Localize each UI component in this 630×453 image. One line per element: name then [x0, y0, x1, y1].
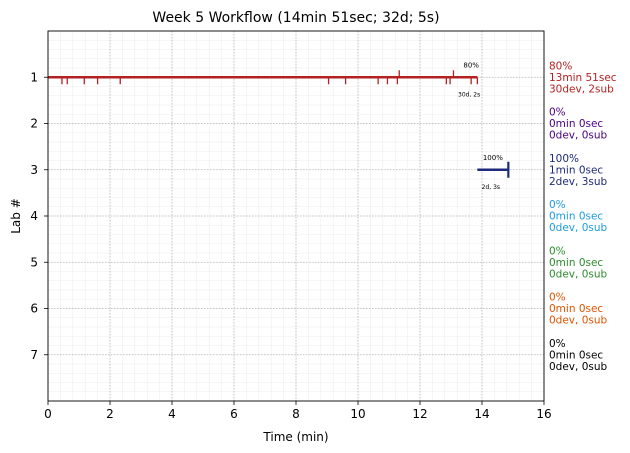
y-axis: 1 2 3 4 5 6 7: [30, 70, 48, 362]
x-tick-label: 2: [106, 407, 114, 421]
lab-2-summary-line: 0dev, 0sub: [549, 130, 608, 142]
lab-4-summary-line: 0%: [549, 199, 566, 211]
lab-3-summary-line: 100%: [549, 153, 579, 165]
y-tick-label: 5: [30, 255, 38, 269]
x-tick-label: 12: [412, 407, 427, 421]
lab-7-summary-line: 0%: [549, 338, 566, 350]
lab-4-summary-line: 0min 0sec: [549, 211, 603, 223]
x-tick-label: 14: [474, 407, 489, 421]
y-axis-label: Lab #: [9, 198, 23, 234]
lab-4-summary-line: 0dev, 0sub: [549, 222, 608, 234]
lab-6-summary-line: 0%: [549, 292, 566, 304]
lab-1-summary-line: 30dev, 2sub: [549, 83, 614, 95]
y-tick-label: 4: [30, 209, 38, 223]
x-tick-label: 8: [292, 407, 300, 421]
y-tick-label: 7: [30, 348, 38, 362]
chart-title: Week 5 Workflow (14min 51sec; 32d; 5s): [152, 10, 439, 26]
lab-2-summary-line: 0%: [549, 107, 566, 119]
x-axis-label: Time (min): [262, 430, 328, 444]
lab-7-summary-line: 0dev, 0sub: [549, 361, 608, 373]
lab-1-summary-line: 13min 51sec: [549, 72, 617, 84]
lab-3-summary-line: 1min 0sec: [549, 164, 603, 176]
y-tick-label: 1: [30, 70, 38, 84]
y-tick-label: 3: [30, 163, 38, 177]
y-tick-label: 6: [30, 302, 38, 316]
x-tick-label: 0: [44, 407, 52, 421]
lab-3-percent-annotation: 100%: [483, 154, 503, 162]
lab-5-summary-line: 0%: [549, 245, 566, 257]
lab-3-count-annotation: 2d, 3s: [482, 184, 500, 191]
x-axis: 0 2 4 6 8 10 12 14 16: [44, 401, 552, 421]
lab-5-summary-line: 0min 0sec: [549, 257, 603, 269]
lab-marks: 80% 30d, 2s 100% 2d, 3s: [48, 61, 510, 191]
lab-1-percent-annotation: 80%: [463, 61, 479, 69]
lab-3-summary-line: 2dev, 3sub: [549, 176, 608, 188]
x-tick-label: 16: [536, 407, 551, 421]
x-tick-label: 10: [350, 407, 365, 421]
lab-2-summary-line: 0min 0sec: [549, 118, 603, 130]
lab-6-summary-line: 0dev, 0sub: [549, 315, 608, 327]
lab-1-summary-line: 80%: [549, 60, 572, 72]
lab-6-summary-line: 0min 0sec: [549, 303, 603, 315]
lab-1-count-annotation: 30d, 2s: [458, 91, 480, 98]
lab-7-summary-line: 0min 0sec: [549, 349, 603, 361]
x-tick-label: 6: [230, 407, 238, 421]
y-tick-label: 2: [30, 117, 38, 131]
lab-5-summary-line: 0dev, 0sub: [549, 268, 608, 280]
x-tick-label: 4: [168, 407, 176, 421]
